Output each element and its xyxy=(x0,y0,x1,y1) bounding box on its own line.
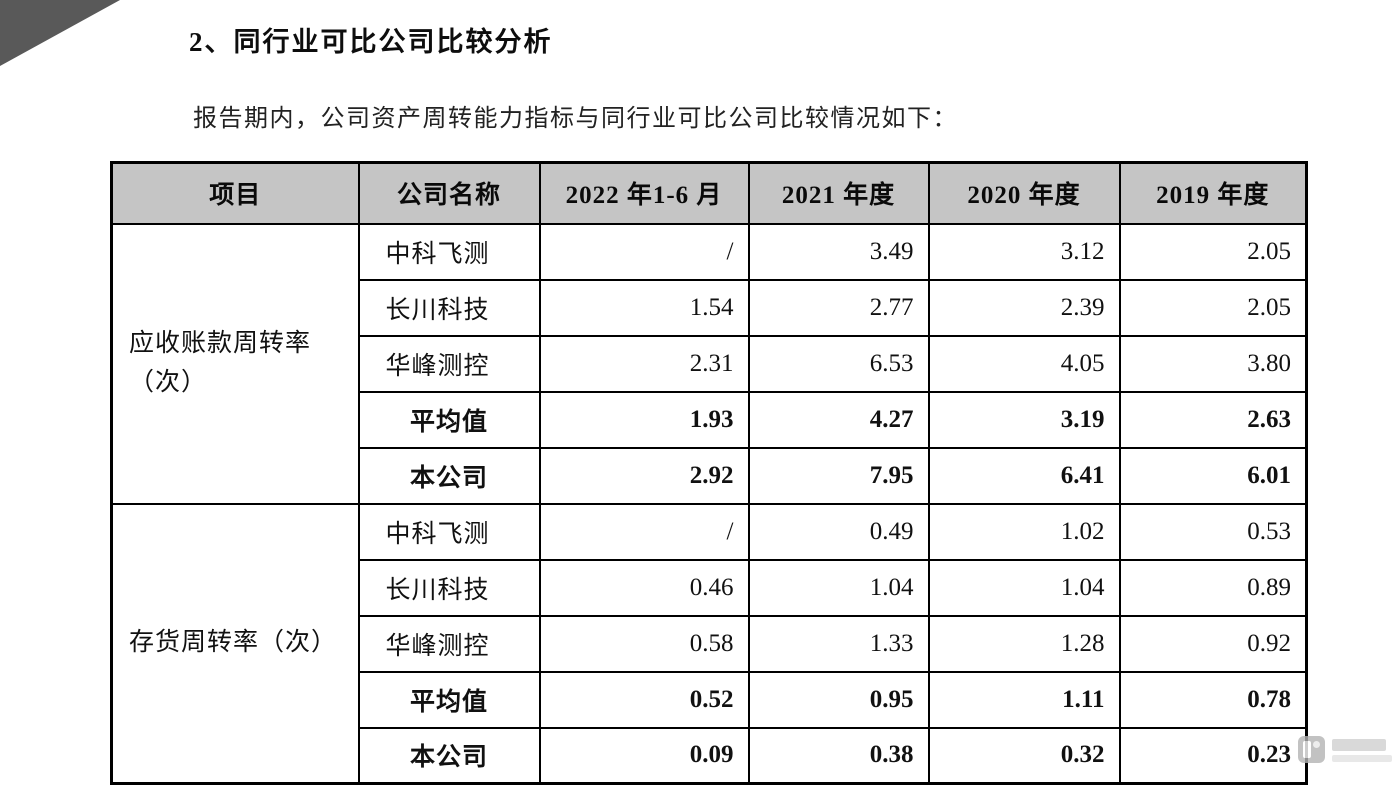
header-2020: 2020 年度 xyxy=(927,161,1121,225)
section-heading: 2、同行业可比公司比较分析 xyxy=(189,27,553,57)
item-label-receivables-turnover: 应收账款周转率 （次） xyxy=(110,222,360,505)
value-cell: 7.95 xyxy=(747,446,930,505)
value-cell: 0.89 xyxy=(1118,558,1308,617)
value-cell: 0.92 xyxy=(1118,614,1308,673)
value-cell: 0.09 xyxy=(538,726,750,785)
value-cell: 1.28 xyxy=(927,614,1121,673)
company-name: 中科飞测 xyxy=(357,502,541,561)
table-row: 长川科技 1.54 2.77 2.39 2.05 xyxy=(112,278,1308,337)
value-cell: 3.19 xyxy=(927,390,1121,449)
company-name: 本公司 xyxy=(357,726,541,785)
company-name: 长川科技 xyxy=(357,278,541,337)
company-name: 平均值 xyxy=(357,390,541,449)
watermark-logo-icon xyxy=(1298,736,1325,763)
company-name: 平均值 xyxy=(357,670,541,729)
value-cell: 0.53 xyxy=(1118,502,1308,561)
table-row-average: 平均值 0.52 0.95 1.11 0.78 xyxy=(112,670,1308,729)
value-cell: 3.80 xyxy=(1118,334,1308,393)
value-cell: 2.92 xyxy=(538,446,750,505)
comparison-table: 项目 公司名称 2022 年1-6 月 2021 年度 2020 年度 2019… xyxy=(110,161,1308,785)
value-cell: 2.05 xyxy=(1118,222,1308,281)
header-2022h1: 2022 年1-6 月 xyxy=(538,161,750,225)
value-cell: 4.27 xyxy=(747,390,930,449)
value-cell: 1.93 xyxy=(538,390,750,449)
watermark-text xyxy=(1332,736,1392,762)
scan-corner-artifact xyxy=(0,0,120,66)
watermark-text-line xyxy=(1332,755,1392,762)
value-cell: 6.01 xyxy=(1118,446,1308,505)
company-name: 中科飞测 xyxy=(357,222,541,281)
value-cell: 0.46 xyxy=(538,558,750,617)
company-name: 本公司 xyxy=(357,446,541,505)
value-cell: 4.05 xyxy=(927,334,1121,393)
value-cell: 6.53 xyxy=(747,334,930,393)
value-cell: 0.23 xyxy=(1118,726,1308,785)
company-name: 长川科技 xyxy=(357,558,541,617)
value-cell: 1.04 xyxy=(927,558,1121,617)
value-cell: 1.04 xyxy=(747,558,930,617)
table-row: 存货周转率（次） 中科飞测 / 0.49 1.02 0.53 xyxy=(110,502,1308,785)
value-cell: 0.95 xyxy=(747,670,930,729)
header-2021: 2021 年度 xyxy=(747,161,930,225)
table-row: 应收账款周转率 （次） 中科飞测 / 3.49 3.12 2.05 xyxy=(110,222,1308,505)
value-cell: / xyxy=(538,222,750,281)
value-cell: 1.11 xyxy=(927,670,1121,729)
value-cell: 2.63 xyxy=(1118,390,1308,449)
table-row: 华峰测控 0.58 1.33 1.28 0.92 xyxy=(112,614,1308,673)
table-row: 长川科技 0.46 1.04 1.04 0.89 xyxy=(112,558,1308,617)
value-cell: / xyxy=(538,502,750,561)
watermark xyxy=(1298,736,1392,763)
value-cell: 0.38 xyxy=(747,726,930,785)
value-cell: 2.39 xyxy=(927,278,1121,337)
value-cell: 0.58 xyxy=(538,614,750,673)
value-cell: 0.52 xyxy=(538,670,750,729)
value-cell: 1.33 xyxy=(747,614,930,673)
value-cell: 2.05 xyxy=(1118,278,1308,337)
company-name: 华峰测控 xyxy=(357,334,541,393)
table-row-average: 平均值 1.93 4.27 3.19 2.63 xyxy=(112,390,1308,449)
value-cell: 0.78 xyxy=(1118,670,1308,729)
watermark-text-line xyxy=(1332,739,1386,751)
table-header-row: 项目 公司名称 2022 年1-6 月 2021 年度 2020 年度 2019… xyxy=(110,161,1308,225)
value-cell: 3.49 xyxy=(747,222,930,281)
value-cell: 3.12 xyxy=(927,222,1121,281)
intro-paragraph: 报告期内，公司资产周转能力指标与同行业可比公司比较情况如下： xyxy=(193,106,958,132)
header-company: 公司名称 xyxy=(357,161,541,225)
table-row: 华峰测控 2.31 6.53 4.05 3.80 xyxy=(112,334,1308,393)
header-item: 项目 xyxy=(110,161,360,225)
company-name: 华峰测控 xyxy=(357,614,541,673)
table-row-own-company: 本公司 0.09 0.38 0.32 0.23 xyxy=(112,726,1308,785)
value-cell: 2.31 xyxy=(538,334,750,393)
table-row-own-company: 本公司 2.92 7.95 6.41 6.01 xyxy=(112,446,1308,505)
value-cell: 1.02 xyxy=(927,502,1121,561)
value-cell: 1.54 xyxy=(538,278,750,337)
value-cell: 2.77 xyxy=(747,278,930,337)
header-2019: 2019 年度 xyxy=(1118,161,1308,225)
value-cell: 0.49 xyxy=(747,502,930,561)
value-cell: 0.32 xyxy=(927,726,1121,785)
item-label-inventory-turnover: 存货周转率（次） xyxy=(110,502,360,785)
value-cell: 6.41 xyxy=(927,446,1121,505)
